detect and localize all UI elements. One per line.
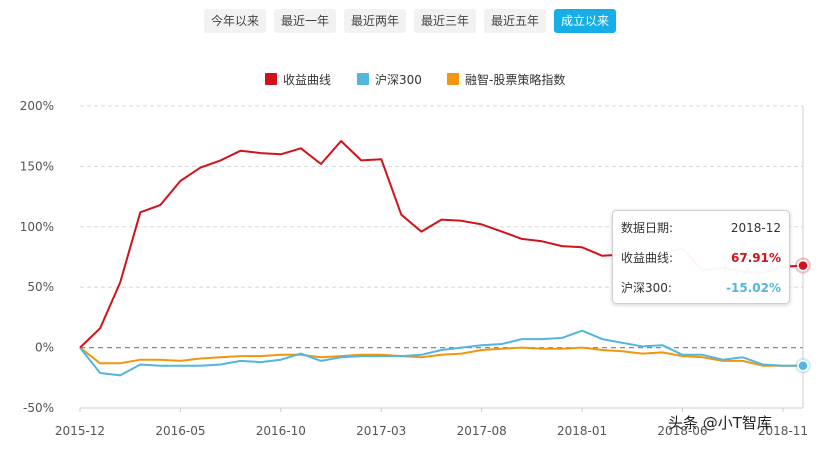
legend-label: 收益曲线 [283,73,331,87]
tab-last-3-years[interactable]: 最近三年 [414,9,476,33]
tooltip-series2-row: 沪深300: -15.02% [621,279,781,297]
x-tick-label: 2016-05 [155,424,205,438]
legend-label: 融智-股票策略指数 [465,72,565,87]
y-tick-label: 100% [20,220,54,234]
tooltip-series1-label: 收益曲线: [621,251,674,265]
legend-label: 沪深300 [375,73,422,87]
tab-last-5-years[interactable]: 最近五年 [484,9,546,33]
y-tick-label: 200% [20,99,54,113]
period-tabs: 今年以来 最近一年 最近两年 最近三年 最近五年 成立以来 [0,9,826,33]
x-tick-label: 2018-01 [557,424,607,438]
tooltip-date-row: 数据日期: 2018-12 [621,219,781,237]
tab-this-year[interactable]: 今年以来 [204,9,266,33]
tooltip-series2-label: 沪深300: [621,281,672,295]
tab-since-inception[interactable]: 成立以来 [554,9,616,33]
tooltip-date-value: 2018-12 [730,221,781,235]
hover-marker-2 [797,359,809,372]
x-tick-label: 2017-03 [356,424,406,438]
legend-item-1: 收益曲线 [265,73,331,87]
tab-last-2-years[interactable]: 最近两年 [344,9,406,33]
x-tick-label: 2018-06 [657,424,707,438]
tab-last-1-year[interactable]: 最近一年 [274,9,336,33]
y-tick-label: 150% [20,159,54,173]
legend-swatch [265,73,277,85]
tooltip-series2-value: -15.02% [726,281,781,295]
legend-swatch [357,73,369,85]
hover-marker-1 [797,259,809,272]
x-tick-label: 2017-08 [457,424,507,438]
tooltip-series1-row: 收益曲线: 67.91% [621,249,781,267]
series-line-3 [79,346,803,367]
x-tick-label: 2018-11 [758,424,808,438]
data-tooltip: 数据日期: 2018-12 收益曲线: 67.91% 沪深300: -15.02… [612,210,790,304]
y-tick-label: 50% [27,280,54,294]
watermark: 头条 @小T智库 [668,414,772,432]
legend-item-2: 沪深300 [357,73,422,87]
x-tick-label: 2016-10 [256,424,306,438]
y-tick-label: 0% [35,341,54,355]
tooltip-date-label: 数据日期: [621,221,674,235]
x-tick-label: 2015-12 [55,424,105,438]
y-tick-label: -50% [23,401,54,415]
series-line-2 [79,329,803,377]
tooltip-series1-value: 67.91% [731,251,781,265]
legend-swatch [447,73,459,85]
legend-item-3: 融智-股票策略指数 [447,72,565,87]
